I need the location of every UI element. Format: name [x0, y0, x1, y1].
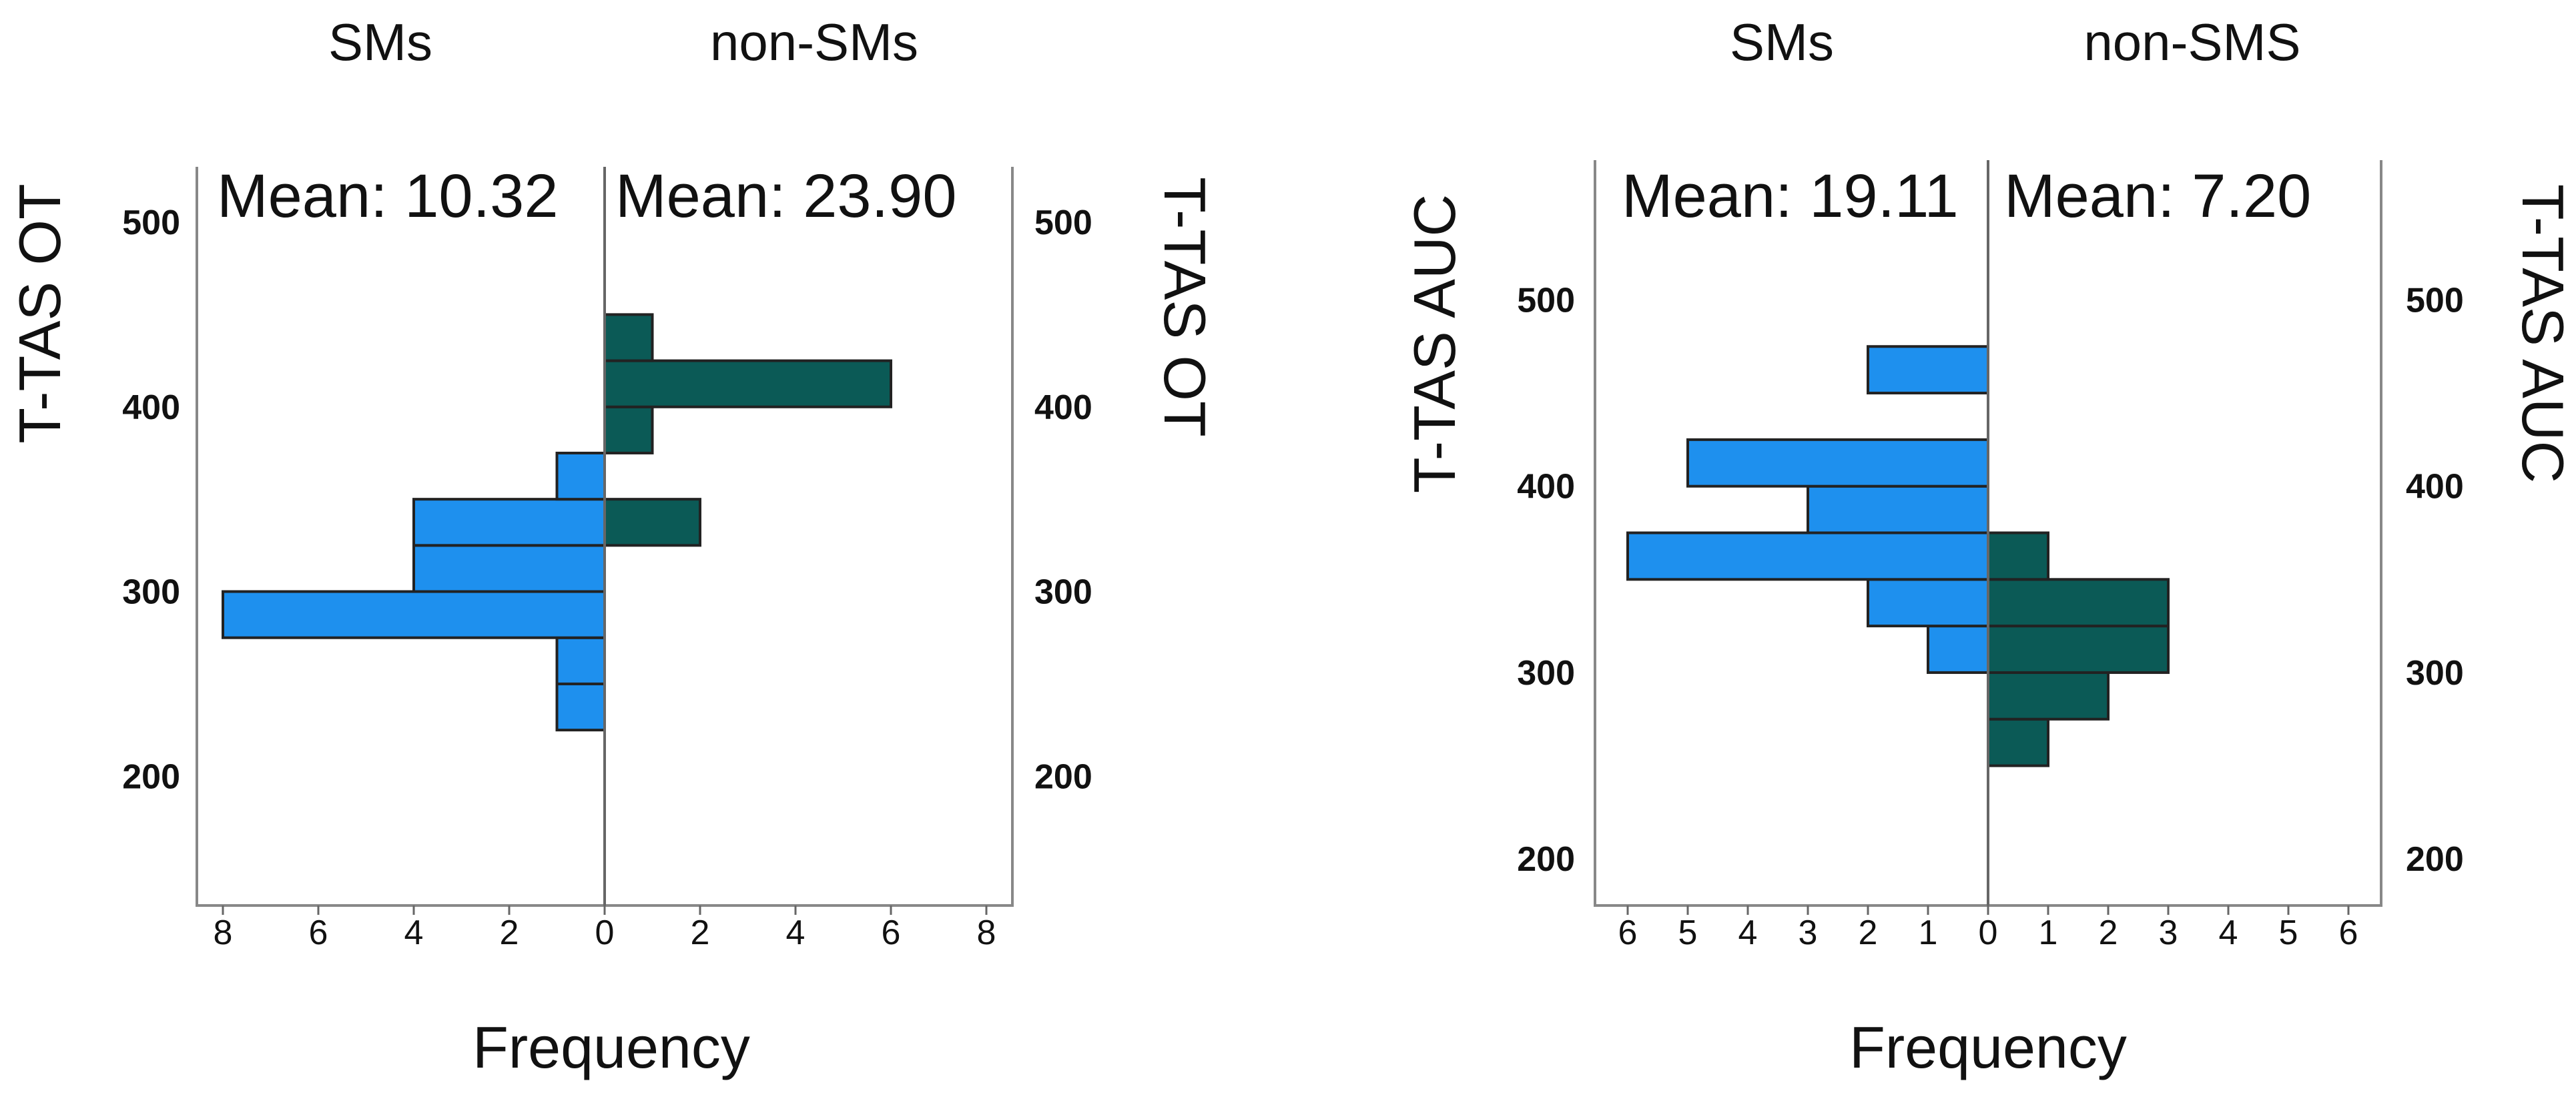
y-axis-title-left: T-TAS AUC [1401, 194, 1468, 493]
x-tick-label: 8 [977, 913, 996, 952]
y-tick-label: 400 [1517, 468, 1575, 506]
y-tick-label: 300 [1517, 654, 1575, 693]
y-tick-label: 300 [122, 573, 180, 612]
histogram-bar-sms [1867, 578, 1989, 628]
histogram-bar-non-sms [1987, 671, 2110, 721]
mean-label-sms: Mean: 19.11 [1622, 162, 1959, 230]
x-axis-left: 8 6 4 2 0 [214, 913, 615, 952]
x-tick-label: 2 [1859, 913, 1878, 952]
histogram-bar-sms [1927, 625, 1989, 674]
group-label-non-sms: non-SMs [710, 13, 918, 71]
histogram-bar-sms [555, 451, 606, 501]
y-axis-title-right: T-TAS AUC [2510, 184, 2576, 483]
mean-label-non-sms: Mean: 7.20 [2004, 162, 2311, 230]
y-axis-left: 200 300 400 500 [122, 204, 180, 796]
histogram-bar-non-sms [603, 313, 654, 362]
x-tick-label: 0 [1979, 913, 1998, 952]
x-tick-label: 4 [404, 913, 424, 952]
group-label-sms: SMs [328, 13, 432, 71]
y-tick-label: 300 [1034, 573, 1092, 612]
histogram-bar-sms [222, 590, 606, 639]
x-tick-label: 6 [309, 913, 328, 952]
y-tick-label: 200 [2406, 840, 2464, 879]
panel-ot: SMs non-SMs T-TAS OT T-TAS OT Mean: 10.3… [7, 13, 1218, 1080]
x-tick-label: 6 [2339, 913, 2358, 952]
x-tick-label: 2 [2099, 913, 2118, 952]
bars-non-sms [603, 313, 892, 547]
group-label-non-sms: non-SMS [2083, 13, 2300, 71]
y-axis-left: 200 300 400 500 [1517, 281, 1575, 879]
y-tick-label: 500 [1517, 281, 1575, 320]
y-tick-label: 200 [1517, 840, 1575, 879]
histogram-bar-non-sms [603, 359, 892, 408]
bars-sms [1626, 345, 1989, 674]
histogram-bar-non-sms [1987, 531, 2049, 581]
x-axis-right: 1 2 3 4 5 6 [2039, 913, 2358, 952]
histogram-bar-sms [555, 636, 606, 685]
x-tick-label: 0 [595, 913, 615, 952]
y-tick-label: 500 [122, 204, 180, 242]
y-axis-title-right: T-TAS OT [1152, 177, 1218, 436]
y-axis-right: 200 300 400 500 [1034, 204, 1092, 796]
y-axis-right: 200 300 400 500 [2406, 281, 2464, 879]
histogram-bar-sms [1807, 484, 1989, 534]
x-axis-right: 2 4 6 8 [691, 913, 996, 952]
x-tick-label: 1 [2039, 913, 2058, 952]
mean-label-sms: Mean: 10.32 [217, 162, 558, 230]
x-tick-label: 3 [2159, 913, 2178, 952]
x-tick-label: 8 [214, 913, 233, 952]
histogram-bar-non-sms [603, 405, 654, 454]
y-tick-label: 300 [2406, 654, 2464, 693]
group-label-sms: SMs [1730, 13, 1834, 71]
x-tick-label: 6 [1618, 913, 1638, 952]
x-tick-label: 3 [1799, 913, 1818, 952]
x-tick-marks [222, 905, 988, 915]
x-axis-title: Frequency [1849, 1014, 2127, 1080]
x-tick-label: 1 [1919, 913, 1938, 952]
histogram-bar-sms [412, 544, 606, 593]
histogram-bar-sms [1626, 531, 1989, 581]
histogram-bar-non-sms [1987, 578, 2170, 628]
y-tick-label: 500 [1034, 204, 1092, 242]
x-tick-marks [1626, 905, 2350, 915]
histogram-bar-sms [555, 682, 606, 732]
bars-sms [222, 451, 606, 732]
y-tick-label: 200 [122, 757, 180, 796]
histogram-bar-sms [1867, 345, 1989, 395]
x-tick-label: 5 [2279, 913, 2298, 952]
y-tick-label: 400 [2406, 468, 2464, 506]
x-tick-label: 4 [786, 913, 806, 952]
mean-label-non-sms: Mean: 23.90 [615, 162, 956, 230]
histogram-bar-sms [1686, 438, 1989, 488]
x-axis-left: 6 5 4 3 2 1 0 [1618, 913, 1998, 952]
x-tick-label: 4 [2219, 913, 2238, 952]
histogram-bar-non-sms [1987, 625, 2170, 674]
x-tick-label: 6 [882, 913, 901, 952]
x-tick-label: 2 [500, 913, 519, 952]
histogram-bar-non-sms [1987, 717, 2049, 767]
x-tick-label: 2 [691, 913, 710, 952]
bars-non-sms [1987, 531, 2170, 767]
y-tick-label: 400 [1034, 388, 1092, 427]
y-tick-label: 400 [122, 388, 180, 427]
y-axis-title-left: T-TAS OT [7, 184, 73, 443]
y-tick-label: 200 [1034, 757, 1092, 796]
histogram-bar-sms [412, 498, 606, 547]
x-axis-title: Frequency [472, 1014, 750, 1080]
panel-auc: SMs non-SMS T-TAS AUC T-TAS AUC Mean: 19… [1401, 13, 2576, 1080]
x-tick-label: 4 [1738, 913, 1758, 952]
y-tick-label: 500 [2406, 281, 2464, 320]
histogram-bar-non-sms [603, 498, 701, 547]
x-tick-label: 5 [1678, 913, 1698, 952]
